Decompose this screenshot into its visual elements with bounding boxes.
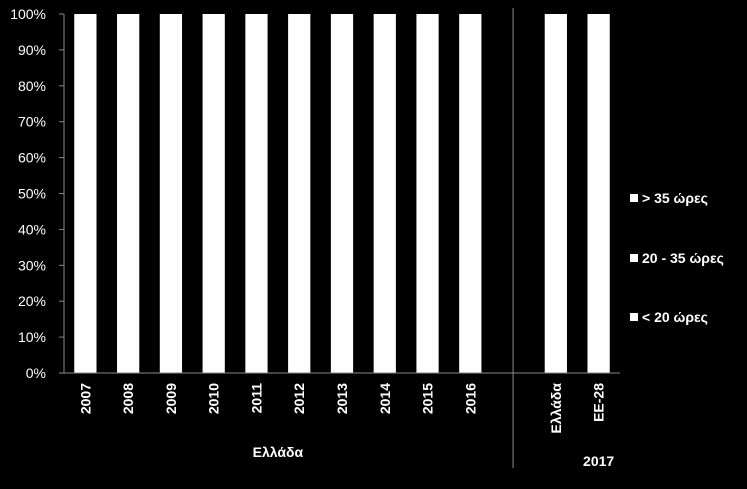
y-tick-label: 70%: [18, 114, 46, 130]
legend-item-20-35: 20 - 35 ώρες: [630, 250, 724, 266]
legend-label: > 35 ώρες: [642, 190, 708, 206]
y-tick-label: 60%: [18, 150, 46, 166]
bar-segment: [159, 14, 183, 373]
legend-swatch: [630, 313, 638, 321]
y-tick-label: 0%: [26, 365, 46, 381]
bar-segment: [74, 14, 97, 373]
x-tick-label: 2010: [206, 383, 222, 414]
bar-segment: [587, 14, 610, 373]
x-tick-label: 2012: [291, 383, 307, 414]
y-tick-label: 10%: [18, 329, 46, 345]
y-tick-label: 90%: [18, 42, 46, 58]
y-tick-label: 80%: [18, 78, 46, 94]
legend-swatch: [630, 254, 638, 262]
y-tick-label: 30%: [18, 257, 46, 273]
bar-segment: [373, 14, 396, 373]
bars: [74, 14, 610, 373]
bar-segment: [117, 14, 140, 373]
legend-item-over-35: > 35 ώρες: [630, 190, 708, 206]
x-tick-label: 2009: [163, 383, 179, 414]
bar-segment: [245, 14, 268, 373]
bar-segment: [459, 14, 482, 373]
legend-item-under-20: < 20 ώρες: [630, 309, 708, 325]
bar-segment: [330, 14, 354, 373]
bar-segment: [416, 14, 439, 373]
x-tick-label: 2015: [420, 383, 436, 414]
x-tick-label: 2013: [334, 383, 350, 414]
group-label: Ελλάδα: [253, 444, 304, 460]
x-axis: 2007 2008 2009 2010 2011 2012 2013 2014 2015 2016…: [64, 8, 620, 469]
y-axis: 0% 10% 20% 30% 40% 50% 60% 70% 80% 90% 100%: [10, 6, 65, 381]
bar-segment: [288, 14, 311, 373]
y-tick-label: 20%: [18, 293, 46, 309]
x-tick-label: 2016: [462, 383, 478, 414]
legend-label: < 20 ώρες: [642, 309, 708, 325]
x-tick-label: 2007: [77, 383, 93, 414]
legend-label: 20 - 35 ώρες: [642, 250, 724, 266]
x-tick-label: ΕΕ-28: [591, 383, 607, 422]
bar-segment: [544, 14, 567, 373]
legend-swatch: [630, 194, 638, 202]
x-tick-label: 2011: [248, 383, 264, 414]
y-tick-label: 40%: [18, 221, 46, 237]
y-tick-label: 100%: [10, 6, 46, 22]
x-tick-label: 2008: [120, 383, 136, 414]
x-tick-label: 2014: [377, 383, 393, 414]
bar-segment: [202, 14, 225, 373]
group-label: 2017: [583, 453, 614, 469]
y-tick-label: 50%: [18, 186, 46, 202]
x-tick-label: Ελλάδα: [548, 383, 564, 434]
